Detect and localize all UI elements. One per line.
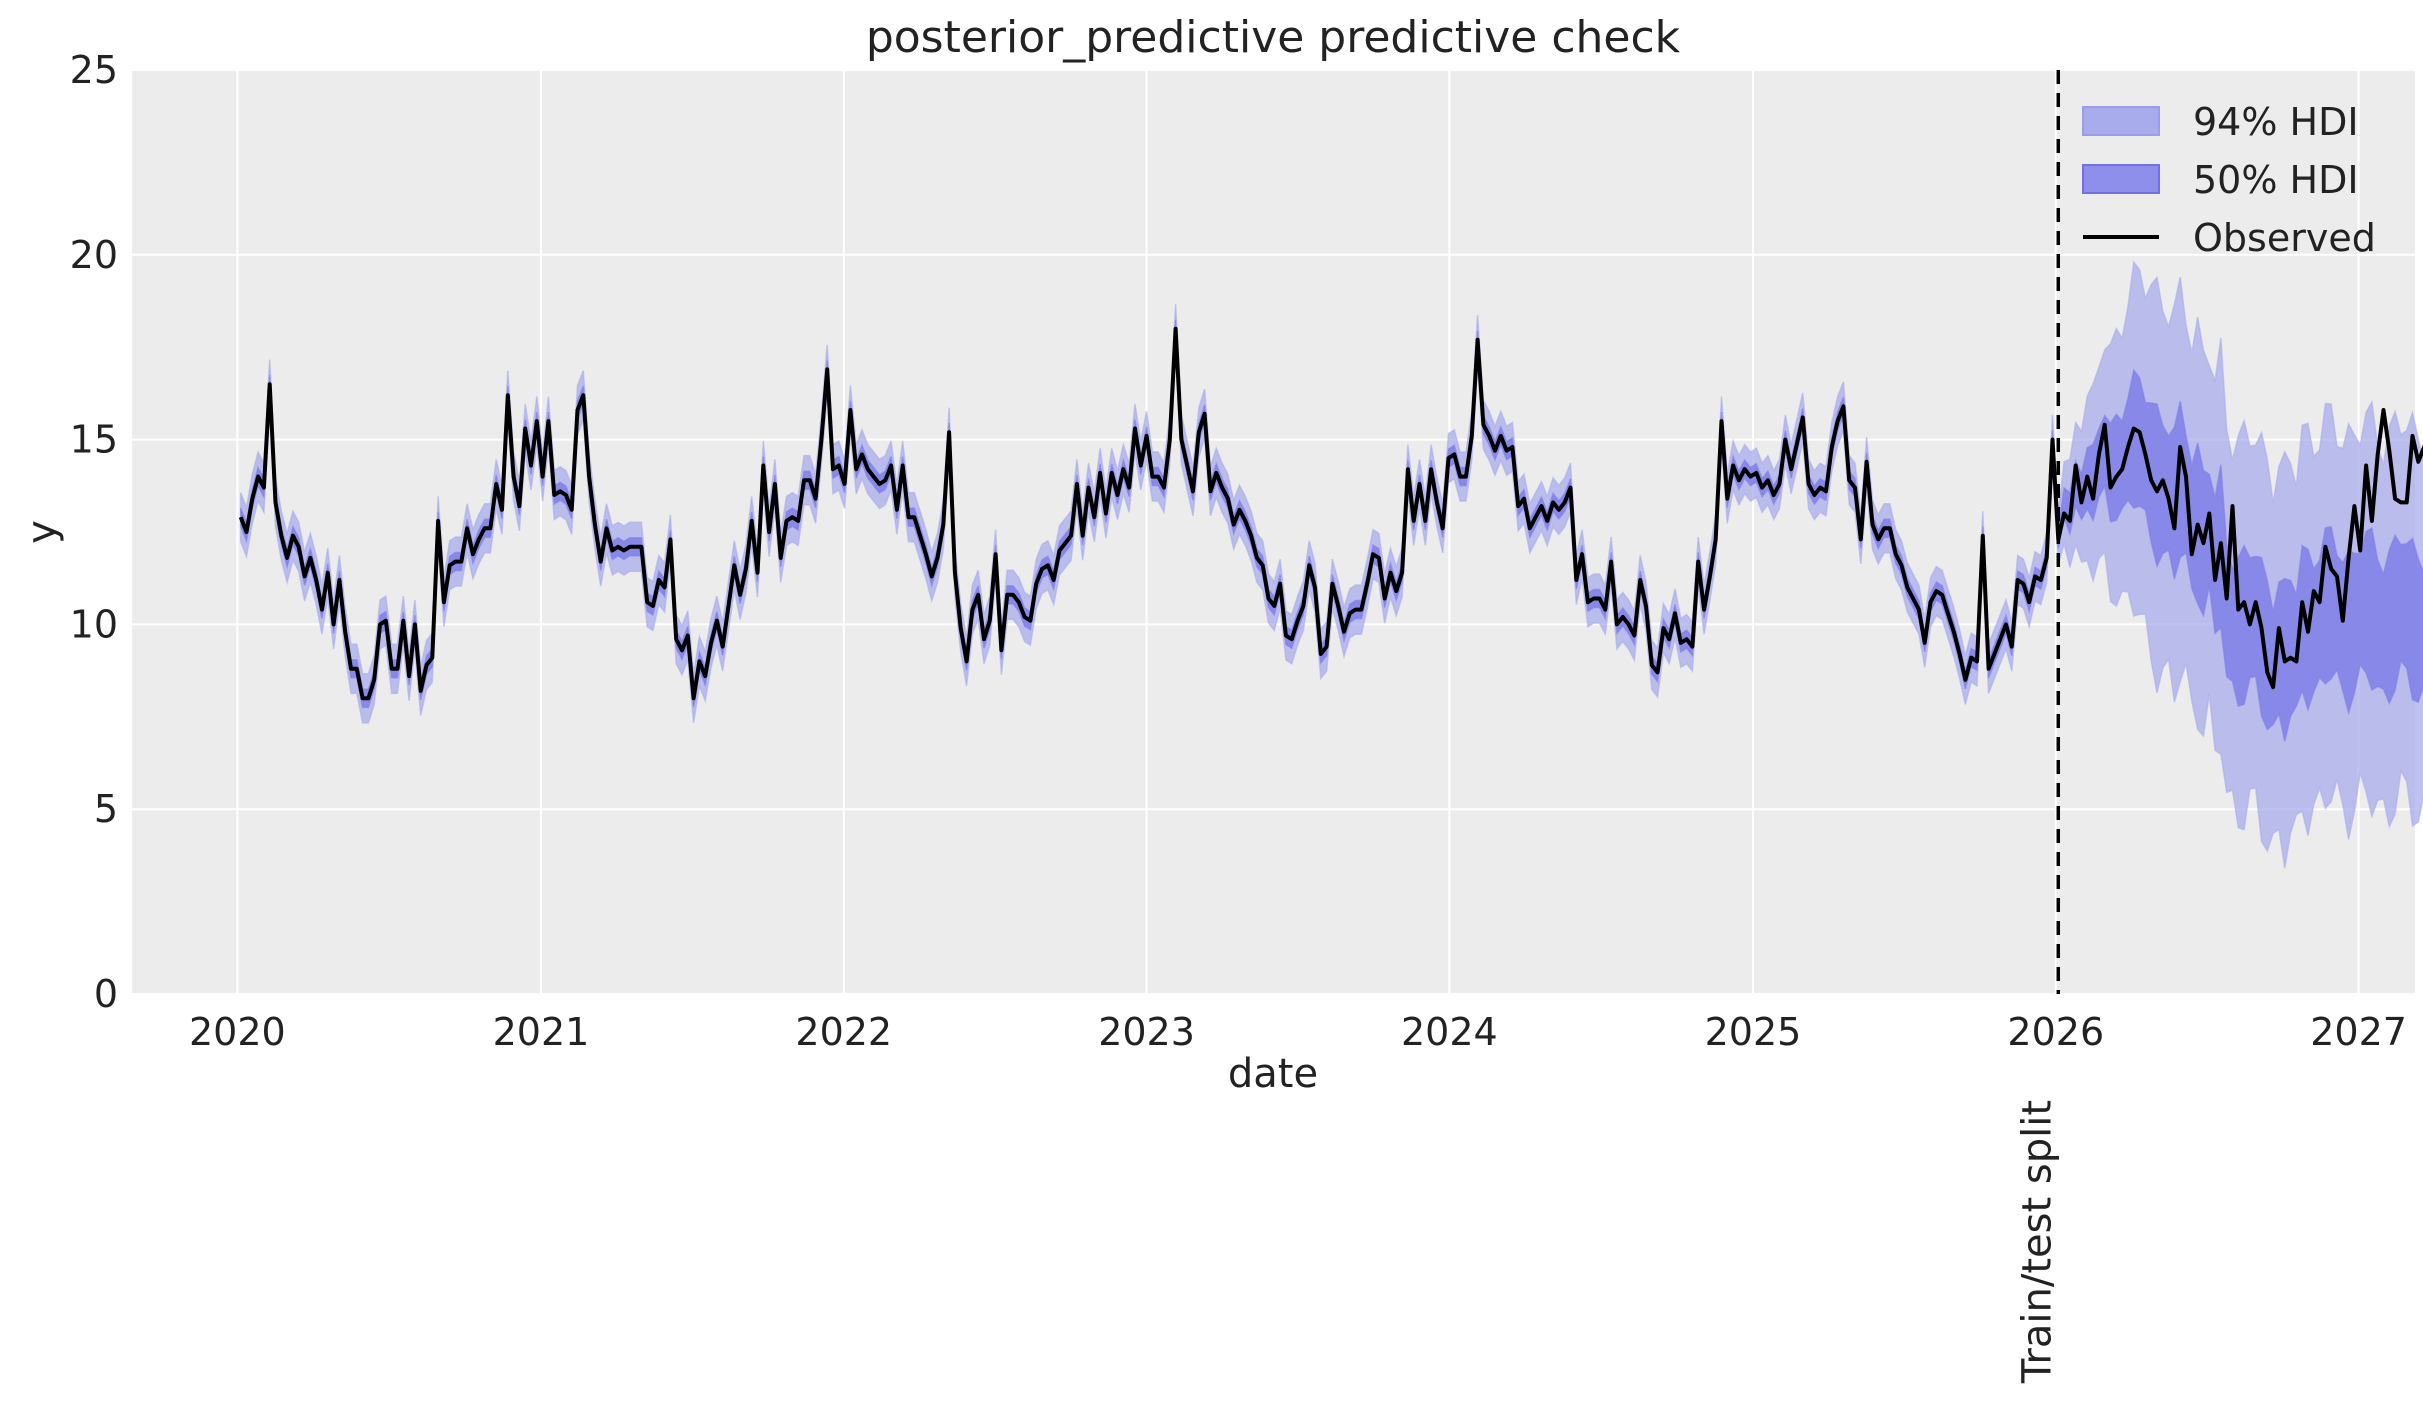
legend-label-observed: Observed <box>2193 216 2376 260</box>
x-tick-label: 2026 <box>2007 1010 2104 1054</box>
y-axis-label: y <box>19 520 65 544</box>
x-tick-label: 2020 <box>189 1010 286 1054</box>
x-tick-label: 2023 <box>1098 1010 1195 1054</box>
x-axis-label: date <box>1228 1051 1318 1097</box>
y-tick-label: 15 <box>70 418 118 462</box>
hdi-50-band <box>239 319 2423 742</box>
hdi-bands <box>239 260 2423 869</box>
y-tick-label: 20 <box>70 233 118 277</box>
y-tick-label: 0 <box>94 972 118 1016</box>
x-tick-label: 2022 <box>795 1010 892 1054</box>
x-tick-label: 2024 <box>1401 1010 1498 1054</box>
y-tick-label: 10 <box>70 602 118 646</box>
legend-label-50-hdi: 50% HDI <box>2193 158 2359 202</box>
legend-label-94-hdi: 94% HDI <box>2193 100 2359 144</box>
y-tick-label: 25 <box>70 48 118 92</box>
hdi-94-band <box>239 260 2423 869</box>
x-tick-label: 2025 <box>1705 1010 1802 1054</box>
observed-line <box>238 326 2423 701</box>
y-tick-label: 5 <box>94 787 118 831</box>
legend-swatch-94-hdi <box>2082 106 2160 136</box>
legend-swatch-50-hdi <box>2082 164 2160 194</box>
plot-background <box>132 70 2415 994</box>
legend: 94% HDI 50% HDI Observed <box>2082 100 2376 260</box>
split-label: Train/test split <box>2014 1100 2060 1384</box>
x-tick-label: 2027 <box>2310 1010 2407 1054</box>
x-tick-label: 2021 <box>493 1010 590 1054</box>
chart-title: posterior_predictive predictive check <box>866 12 1681 63</box>
